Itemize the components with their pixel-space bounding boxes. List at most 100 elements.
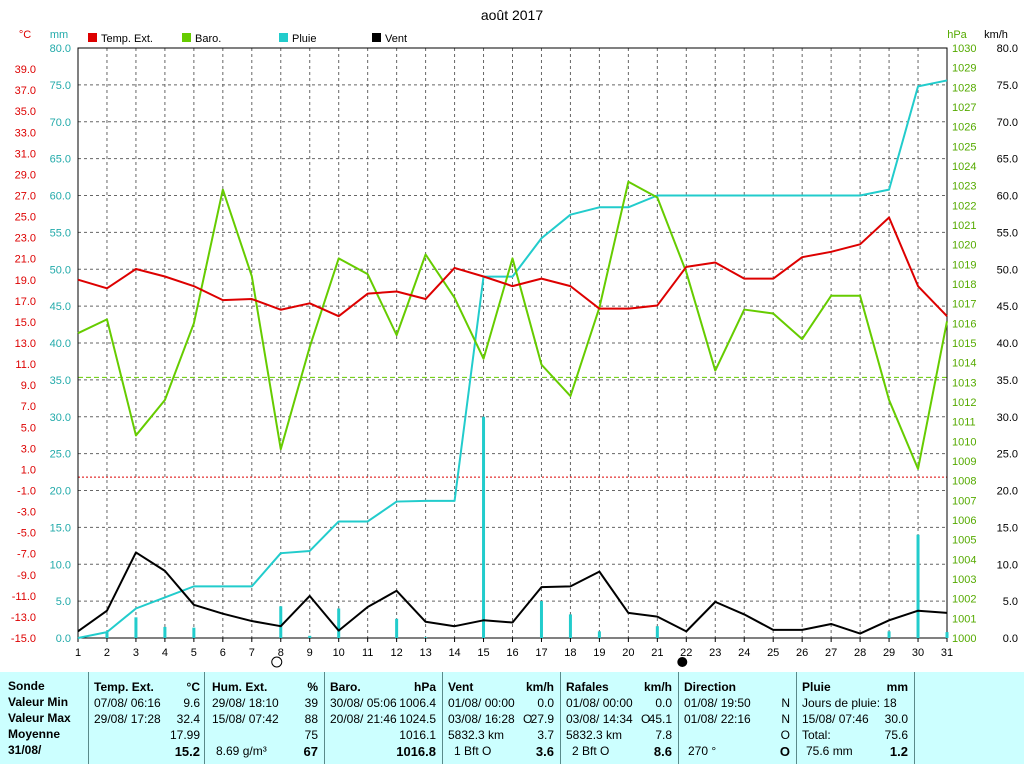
wind-tick-label: 80.0 xyxy=(997,43,1018,55)
pluie-current-total: 75.6 mm xyxy=(806,744,853,758)
rafales-unit: km/h xyxy=(643,680,672,694)
rafales-column: Rafales km/h 01/08/ 00:00 0.0 03/08/ 14:… xyxy=(566,672,672,764)
daily-rain-bar xyxy=(192,627,196,638)
x-tick-label: 2 xyxy=(104,647,110,659)
sonde-row-min: Valeur Min xyxy=(8,695,69,709)
baro-tick-label: 1008 xyxy=(952,476,976,488)
temp-column: Temp. Ext. °C 07/08/ 06:16 9.6 29/08/ 17… xyxy=(94,672,200,764)
temp-unit-label: °C xyxy=(19,29,31,41)
vent-current: 3.6 xyxy=(535,744,554,759)
column-separator xyxy=(914,672,915,764)
temp-moyenne: 17.99 xyxy=(169,728,200,742)
x-tick-label: 6 xyxy=(220,647,226,659)
baro-tick-label: 1010 xyxy=(952,436,976,448)
temp-tick-label: 1.0 xyxy=(21,464,36,476)
temp-max-value: 32.4 xyxy=(176,712,200,726)
rafales-moyenne: 7.8 xyxy=(655,728,672,742)
baro-tick-label: 1025 xyxy=(952,141,976,153)
temp-title: Temp. Ext. xyxy=(94,680,154,694)
x-tick-label: 15 xyxy=(477,647,489,659)
temp-tick-label: 25.0 xyxy=(15,212,36,224)
x-tick-label: 28 xyxy=(854,647,866,659)
wind-series-line xyxy=(77,551,948,635)
pluie-max-value: 30.0 xyxy=(884,712,908,726)
daily-rain-bar xyxy=(134,617,138,638)
temp-unit: °C xyxy=(186,680,200,694)
rafales-min-value: 0.0 xyxy=(655,696,672,710)
rain-tick-label: 40.0 xyxy=(50,338,71,350)
sonde-row-moyenne: Moyenne xyxy=(8,727,61,741)
rain-tick-label: 15.0 xyxy=(50,522,71,534)
wind-tick-label: 45.0 xyxy=(997,301,1018,313)
rafales-max-direction: O xyxy=(641,712,651,726)
temp-tick-label: 17.0 xyxy=(15,296,36,308)
weather-chart: août 2017 °C mm hPa km/h Temp. Ext. Baro… xyxy=(11,7,1018,668)
temp-series-line xyxy=(77,216,948,318)
baro-min-date: 30/08/ 05:06 xyxy=(330,696,397,710)
chart-title: août 2017 xyxy=(481,7,543,23)
rain-tick-label: 5.0 xyxy=(56,596,71,608)
baro-title: Baro. xyxy=(330,680,361,694)
temp-current: 15.2 xyxy=(174,744,200,759)
sonde-column: Sonde Valeur Min Valeur Max Moyenne 31/0… xyxy=(8,672,88,764)
pluie-total-value: 75.6 xyxy=(884,728,908,742)
temp-tick-label: -7.0 xyxy=(17,549,36,561)
baro-tick-label: 1007 xyxy=(952,495,976,507)
daily-rain-bar xyxy=(655,626,659,638)
rain-tick-label: 25.0 xyxy=(50,449,71,461)
x-tick-label: 13 xyxy=(419,647,431,659)
pluie-unit: mm xyxy=(886,680,908,694)
x-tick-label: 25 xyxy=(767,647,779,659)
temp-tick-label: -5.0 xyxy=(17,528,36,540)
baro-max-value: 1024.5 xyxy=(399,712,436,726)
vent-column: Vent km/h 01/08/ 00:00 0.0 03/08/ 16:28 … xyxy=(448,672,554,764)
baro-tick-label: 1028 xyxy=(952,82,976,94)
rafales-title: Rafales xyxy=(566,680,609,694)
rain-series-line xyxy=(77,79,948,639)
open-circle-marker xyxy=(271,656,283,668)
legend-baro-swatch xyxy=(182,33,191,42)
temp-tick-label: 27.0 xyxy=(15,191,36,203)
baro-tick-label: 1011 xyxy=(952,417,976,429)
vent-max-date: 03/08/ 16:28 xyxy=(448,712,515,726)
daily-rain-bar xyxy=(539,601,543,638)
daily-rain-bar xyxy=(395,618,399,638)
hum-moyenne: 75 xyxy=(304,728,318,742)
x-tick-label: 23 xyxy=(709,647,721,659)
rain-tick-label: 55.0 xyxy=(50,227,71,239)
temp-tick-label: 29.0 xyxy=(15,169,36,181)
x-tick-label: 20 xyxy=(622,647,634,659)
direction-min-date: 01/08/ 19:50 xyxy=(684,696,751,710)
daily-rain-bar xyxy=(597,631,601,638)
baro-tick-label: 1006 xyxy=(952,515,976,527)
column-separator xyxy=(204,672,205,764)
filled-circle-marker xyxy=(677,657,688,667)
wind-tick-label: 15.0 xyxy=(997,522,1018,534)
daily-rain-bar xyxy=(887,631,891,638)
daily-rain-bar xyxy=(916,534,920,638)
daily-rain-bar xyxy=(105,632,109,638)
sonde-row-date: 31/08/ xyxy=(8,743,42,757)
temp-tick-label: -9.0 xyxy=(17,570,36,582)
temp-tick-label: 13.0 xyxy=(15,338,36,350)
rain-unit-label: mm xyxy=(50,29,68,41)
rain-tick-label: 45.0 xyxy=(50,301,71,313)
hum-max-value: 88 xyxy=(304,712,318,726)
wind-unit-label: km/h xyxy=(984,29,1008,41)
x-tick-label: 19 xyxy=(593,647,605,659)
vent-min-value: 0.0 xyxy=(537,696,554,710)
direction-moyenne: O xyxy=(780,728,790,742)
vent-unit: km/h xyxy=(525,680,554,694)
rain-tick-label: 0.0 xyxy=(56,633,71,645)
legend: Temp. Ext. Baro. Pluie Vent xyxy=(88,33,407,45)
temp-tick-label: -15.0 xyxy=(11,633,36,645)
column-separator xyxy=(442,672,443,764)
hum-max-date: 15/08/ 07:42 xyxy=(212,712,279,726)
baro-series-line xyxy=(77,180,948,470)
daily-rain-bar xyxy=(308,635,312,638)
daily-rain-bar xyxy=(424,637,428,638)
baro-tick-label: 1009 xyxy=(952,456,976,468)
x-tick-label: 26 xyxy=(796,647,808,659)
hum-unit: % xyxy=(307,680,318,694)
legend-temp-swatch xyxy=(88,33,97,42)
